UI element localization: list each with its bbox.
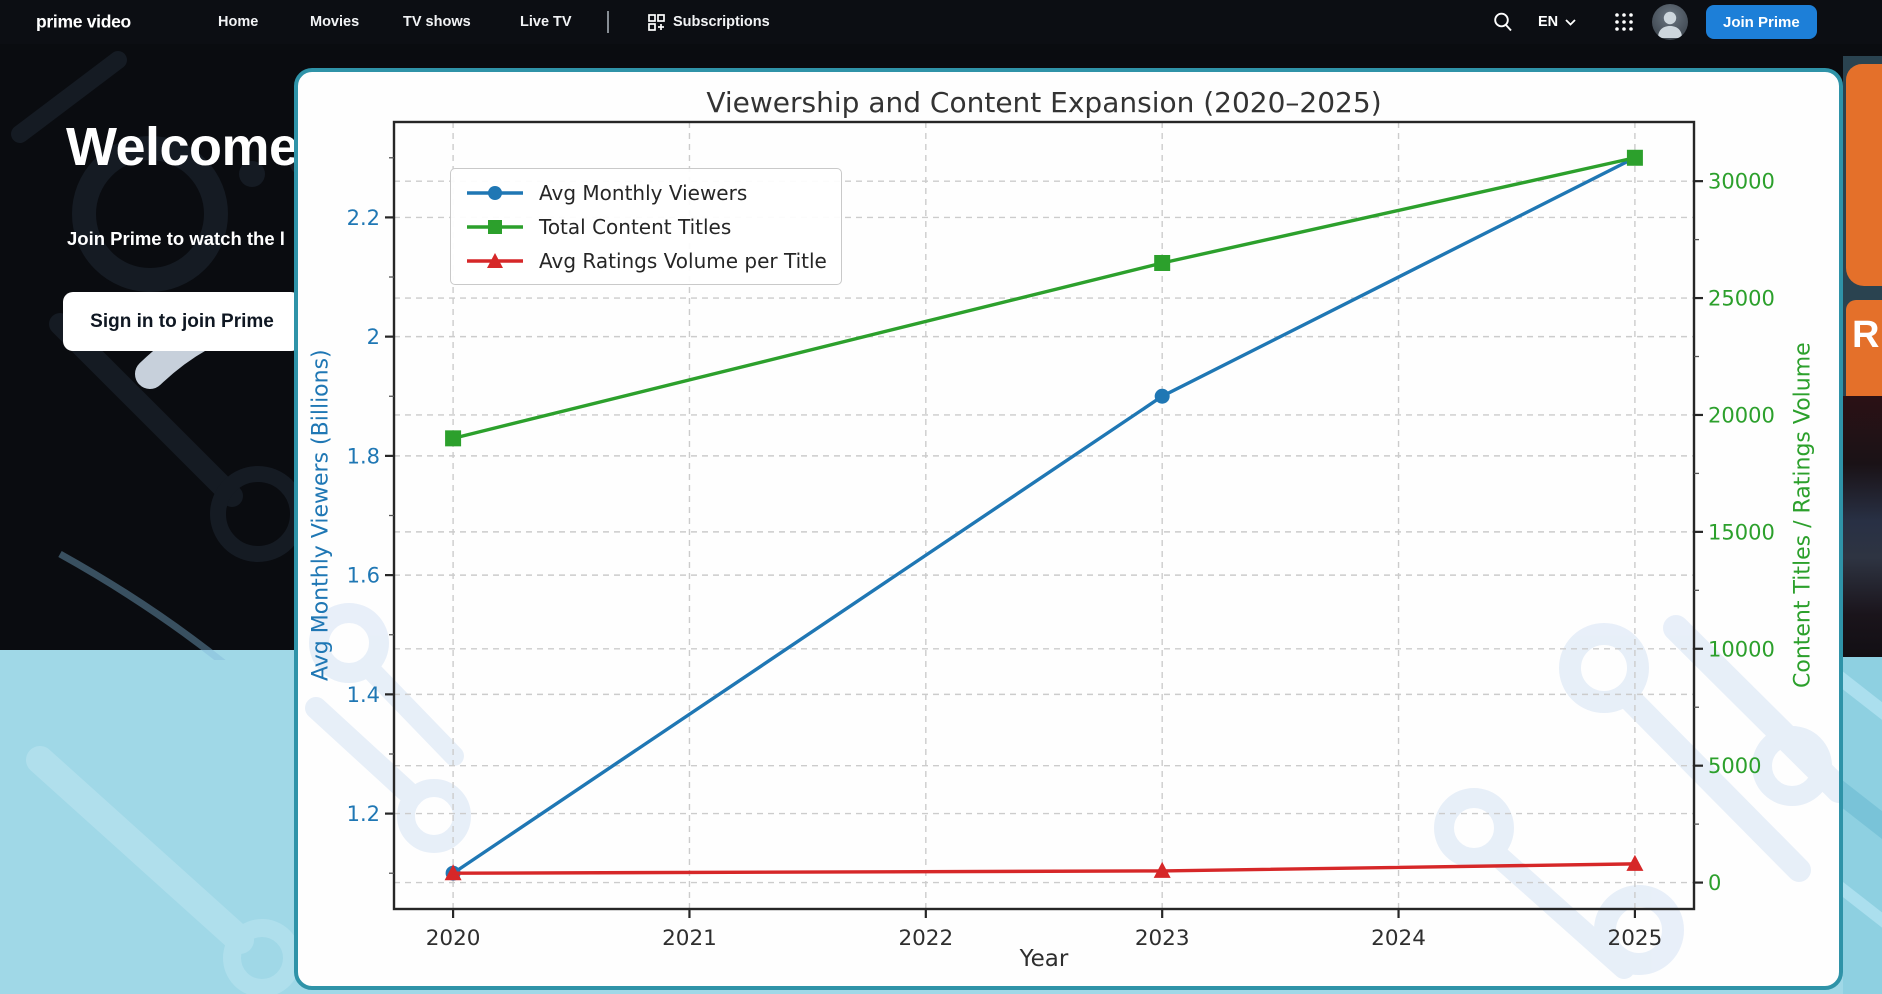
circuit-pattern-light <box>26 746 301 994</box>
right-y-axis-label: Content Titles / Ratings Volume <box>1790 342 1816 689</box>
legend-item: Total Content Titles <box>465 213 827 240</box>
svg-text:1.8: 1.8 <box>347 444 380 468</box>
hero-title: Welcome <box>66 117 299 177</box>
chart-title: Viewership and Content Expansion (2020–2… <box>706 86 1382 119</box>
poster-tile: R <box>1843 56 1882 396</box>
person-icon <box>1658 11 1682 38</box>
prime-video-logo[interactable]: prime video <box>36 11 131 32</box>
svg-text:1.2: 1.2 <box>347 802 380 826</box>
svg-text:0: 0 <box>1708 871 1721 895</box>
svg-text:2024: 2024 <box>1371 926 1426 951</box>
nav-tv-shows[interactable]: TV shows <box>403 14 471 30</box>
svg-text:2: 2 <box>367 325 380 349</box>
nav-home[interactable]: Home <box>218 14 259 30</box>
top-nav: prime video Home Movies TV shows Live TV… <box>0 0 1882 44</box>
svg-text:1.6: 1.6 <box>347 564 380 588</box>
svg-text:10000: 10000 <box>1708 637 1775 661</box>
nav-movies[interactable]: Movies <box>310 14 360 30</box>
chevron-down-icon <box>1565 18 1576 26</box>
svg-text:2021: 2021 <box>662 926 717 951</box>
nav-subscriptions[interactable]: Subscriptions <box>648 0 770 44</box>
svg-text:15000: 15000 <box>1708 520 1775 544</box>
avatar[interactable] <box>1652 4 1688 40</box>
legend-item: Avg Ratings Volume per Title <box>465 247 827 274</box>
chart-panel: 1.2 1.4 1.6 1.8 2 2.2 0 5000 10000 15000 20000 2500… <box>294 68 1843 990</box>
svg-text:30000: 30000 <box>1708 170 1775 194</box>
apps-grid-icon[interactable] <box>1614 12 1634 32</box>
sign-in-button[interactable]: Sign in to join Prime <box>63 292 301 351</box>
x-axis-label: Year <box>1019 946 1069 972</box>
hero-subtitle: Join Prime to watch the l <box>67 228 285 249</box>
svg-text:1.4: 1.4 <box>347 683 380 707</box>
poster-letter: R <box>1852 314 1880 356</box>
search-icon[interactable] <box>1492 11 1514 33</box>
legend-swatch-line-square <box>467 219 523 234</box>
svg-text:5000: 5000 <box>1708 754 1761 778</box>
svg-text:20000: 20000 <box>1708 403 1775 427</box>
legend-item: Avg Monthly Viewers <box>465 179 827 206</box>
background-collage-strip: R <box>1843 44 1882 994</box>
svg-text:2023: 2023 <box>1135 926 1190 951</box>
join-prime-button[interactable]: Join Prime <box>1706 5 1817 39</box>
svg-text:2025: 2025 <box>1608 926 1663 951</box>
legend-swatch-line-triangle <box>467 252 523 268</box>
viewership-chart: 1.2 1.4 1.6 1.8 2 2.2 0 5000 10000 15000 20000 2500… <box>298 72 1839 986</box>
svg-text:2020: 2020 <box>426 926 481 951</box>
chart-legend: Avg Monthly Viewers Total Content Titles… <box>450 168 842 285</box>
circuit-tile <box>1843 657 1882 994</box>
left-y-axis-label: Avg Monthly Viewers (Billions) <box>308 349 334 682</box>
svg-text:2022: 2022 <box>898 926 953 951</box>
photo-tile <box>1843 396 1882 657</box>
poster-shape <box>1846 300 1882 396</box>
poster-shape <box>1846 64 1882 286</box>
language-selector[interactable]: EN <box>1538 0 1576 44</box>
panel-circuit-watermark <box>305 603 1839 979</box>
svg-text:2.2: 2.2 <box>347 206 380 230</box>
nav-live-tv[interactable]: Live TV <box>520 14 572 30</box>
subscriptions-icon <box>648 13 665 31</box>
legend-swatch-line-circle <box>467 185 523 200</box>
nav-divider <box>607 11 609 33</box>
svg-text:25000: 25000 <box>1708 287 1775 311</box>
